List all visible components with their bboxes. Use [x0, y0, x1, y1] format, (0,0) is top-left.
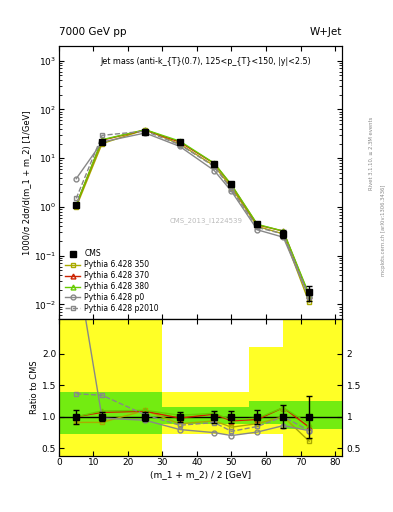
X-axis label: (m_1 + m_2) / 2 [GeV]: (m_1 + m_2) / 2 [GeV] [150, 470, 251, 479]
Text: W+Jet: W+Jet [310, 27, 342, 37]
Y-axis label: Ratio to CMS: Ratio to CMS [30, 360, 39, 414]
Text: Rivet 3.1.10, ≥ 2.3M events: Rivet 3.1.10, ≥ 2.3M events [369, 117, 374, 190]
Text: 7000 GeV pp: 7000 GeV pp [59, 27, 127, 37]
Text: CMS_2013_I1224539: CMS_2013_I1224539 [170, 218, 242, 224]
Text: Jet mass (anti-k_{T}(0.7), 125<p_{T}<150, |y|<2.5): Jet mass (anti-k_{T}(0.7), 125<p_{T}<150… [101, 57, 312, 66]
Text: mcplots.cern.ch [arXiv:1306.3436]: mcplots.cern.ch [arXiv:1306.3436] [381, 185, 386, 276]
Y-axis label: 1000/σ 2dσ/d(m_1 + m_2) [1/GeV]: 1000/σ 2dσ/d(m_1 + m_2) [1/GeV] [22, 110, 31, 255]
Legend: CMS, Pythia 6.428 350, Pythia 6.428 370, Pythia 6.428 380, Pythia 6.428 p0, Pyth: CMS, Pythia 6.428 350, Pythia 6.428 370,… [63, 247, 161, 315]
